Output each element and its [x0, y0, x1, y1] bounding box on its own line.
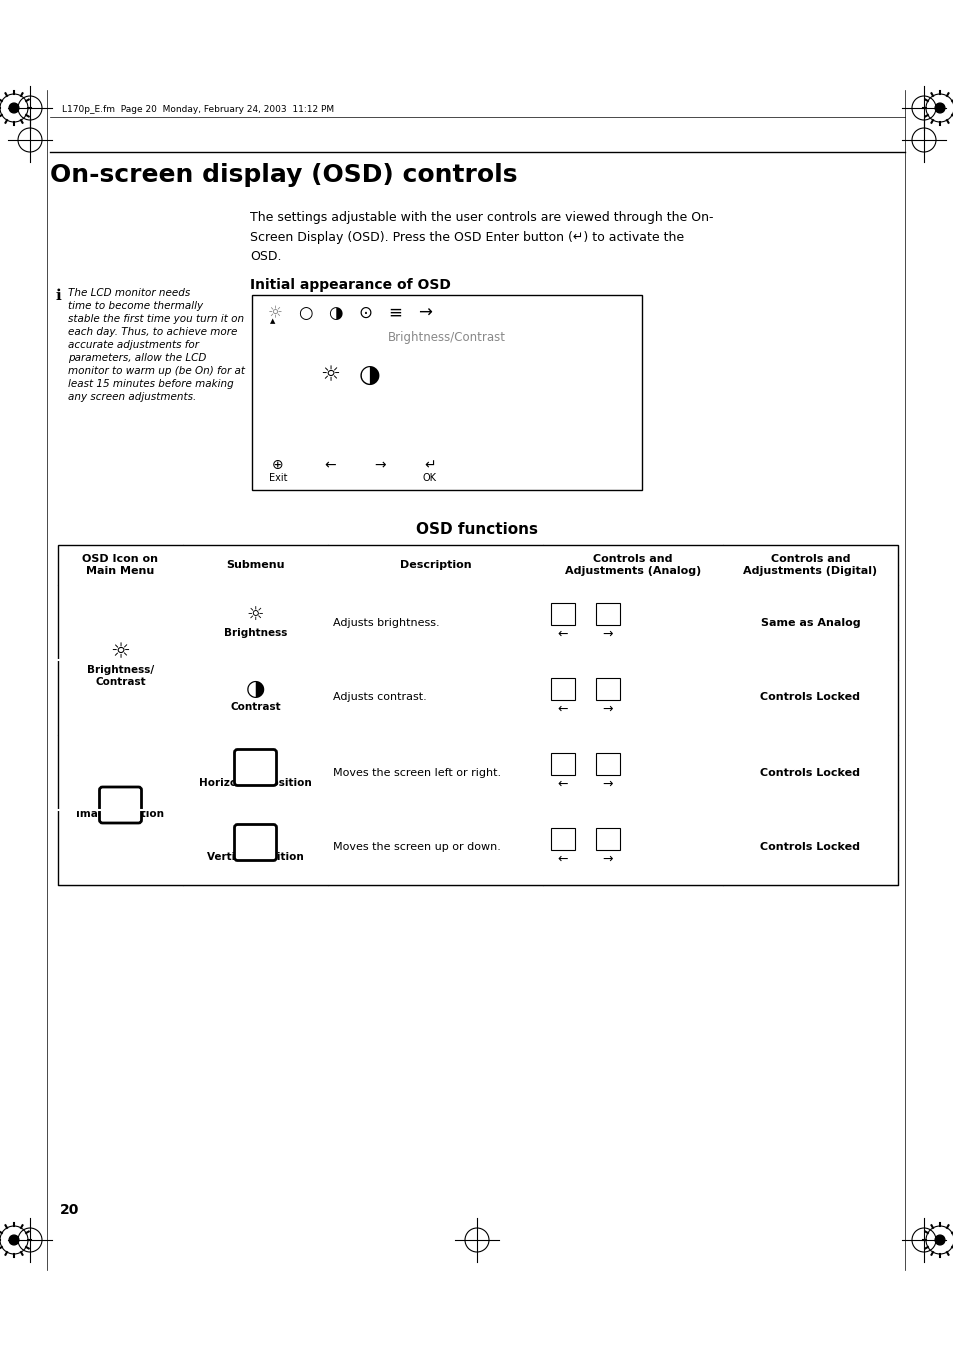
Text: Moves the screen up or down.: Moves the screen up or down.: [333, 843, 500, 852]
Text: ☼: ☼: [267, 304, 282, 322]
Bar: [596, 753, 619, 774]
Text: →: →: [374, 458, 385, 471]
Circle shape: [10, 103, 19, 113]
Text: Adjusts contrast.: Adjusts contrast.: [333, 693, 426, 703]
FancyBboxPatch shape: [234, 750, 276, 785]
Text: any screen adjustments.: any screen adjustments.: [68, 392, 196, 403]
Text: OK: OK: [422, 473, 436, 484]
Text: parameters, allow the LCD: parameters, allow the LCD: [68, 353, 206, 363]
Text: ☼: ☼: [602, 608, 613, 619]
Text: least 15 minutes before making: least 15 minutes before making: [68, 380, 233, 389]
Text: Exit: Exit: [269, 473, 287, 484]
Text: ◑: ◑: [602, 684, 612, 693]
Text: Vertical Position: Vertical Position: [207, 852, 304, 862]
Text: Moves the screen left or right.: Moves the screen left or right.: [333, 767, 500, 777]
Text: Initial appearance of OSD: Initial appearance of OSD: [250, 278, 451, 292]
Text: Brightness/: Brightness/: [87, 665, 153, 676]
FancyBboxPatch shape: [234, 824, 276, 861]
Text: ○: ○: [297, 304, 312, 322]
Text: ◑: ◑: [328, 304, 342, 322]
Text: Brightness: Brightness: [224, 627, 287, 638]
Text: 20: 20: [60, 1202, 79, 1217]
Text: Controls Locked: Controls Locked: [760, 693, 860, 703]
Text: ☼: ☼: [247, 605, 264, 624]
Bar: [252, 295, 641, 490]
Text: ←: ←: [324, 458, 335, 471]
Text: Adjusts brightness.: Adjusts brightness.: [333, 617, 439, 627]
Text: ←: ←: [558, 852, 568, 866]
Text: Same as Analog: Same as Analog: [760, 617, 860, 627]
Text: On-screen display (OSD) controls: On-screen display (OSD) controls: [50, 163, 517, 186]
Text: OSD functions: OSD functions: [416, 523, 537, 538]
Text: The LCD monitor needs: The LCD monitor needs: [68, 288, 190, 299]
Text: OSD.: OSD.: [250, 250, 281, 262]
Text: →: →: [602, 703, 613, 716]
Text: ℹ: ℹ: [55, 288, 61, 303]
Text: →: →: [602, 852, 613, 866]
Text: OSD Icon on
Main Menu: OSD Icon on Main Menu: [82, 554, 158, 576]
Text: L170p_E.fm  Page 20  Monday, February 24, 2003  11:12 PM: L170p_E.fm Page 20 Monday, February 24, …: [62, 105, 334, 115]
Text: →: →: [417, 304, 432, 322]
Text: Horizontal Position: Horizontal Position: [199, 777, 312, 788]
Text: →: →: [602, 778, 613, 790]
Circle shape: [934, 103, 943, 113]
Text: ▲: ▲: [270, 317, 275, 324]
Text: Contrast: Contrast: [95, 677, 146, 688]
Text: ⊕: ⊕: [272, 458, 283, 471]
Bar: [596, 828, 619, 850]
Text: each day. Thus, to achieve more: each day. Thus, to achieve more: [68, 327, 237, 336]
Bar: [596, 603, 619, 624]
Text: ⊙: ⊙: [357, 304, 372, 322]
Text: ◑: ◑: [558, 684, 567, 693]
Text: ←: ←: [558, 778, 568, 790]
Text: Controls and
Adjustments (Analog): Controls and Adjustments (Analog): [564, 554, 700, 576]
Bar: [551, 753, 575, 774]
Bar: [58, 544, 897, 885]
Bar: [551, 828, 575, 850]
Text: Brightness/Contrast: Brightness/Contrast: [388, 331, 505, 343]
Text: Controls Locked: Controls Locked: [760, 843, 860, 852]
Text: stable the first time you turn it on: stable the first time you turn it on: [68, 313, 244, 324]
Bar: [596, 677, 619, 700]
Text: ☼: ☼: [558, 608, 567, 619]
Circle shape: [10, 1235, 19, 1244]
Text: Description: Description: [399, 561, 471, 570]
Text: ◑: ◑: [246, 680, 265, 700]
Bar: [551, 603, 575, 624]
Text: Image Position: Image Position: [76, 809, 164, 819]
Text: ☼: ☼: [111, 642, 131, 662]
Text: ↵: ↵: [424, 458, 436, 471]
Text: Controls Locked: Controls Locked: [760, 767, 860, 777]
Bar: [551, 677, 575, 700]
Text: Contrast: Contrast: [230, 703, 280, 712]
Text: AZ: AZ: [556, 759, 569, 767]
Text: time to become thermally: time to become thermally: [68, 301, 203, 311]
Text: accurate adjustments for: accurate adjustments for: [68, 340, 199, 350]
Text: ≡: ≡: [388, 304, 401, 322]
Text: ←: ←: [558, 703, 568, 716]
Text: Submenu: Submenu: [226, 561, 284, 570]
Text: AZ: AZ: [600, 834, 614, 843]
Text: ⬜: ⬜: [112, 786, 129, 815]
Text: The settings adjustable with the user controls are viewed through the On-: The settings adjustable with the user co…: [250, 212, 713, 224]
Text: AZ: AZ: [600, 759, 614, 767]
Text: monitor to warm up (be On) for at: monitor to warm up (be On) for at: [68, 366, 245, 376]
Text: ←: ←: [558, 628, 568, 640]
Text: ☼: ☼: [319, 365, 339, 385]
Text: AZ: AZ: [556, 834, 569, 843]
Text: ◑: ◑: [358, 363, 380, 386]
Text: Screen Display (OSD). Press the OSD Enter button (↵) to activate the: Screen Display (OSD). Press the OSD Ente…: [250, 231, 683, 243]
FancyBboxPatch shape: [99, 788, 141, 823]
Text: Controls and
Adjustments (Digital): Controls and Adjustments (Digital): [742, 554, 877, 576]
Circle shape: [934, 1235, 943, 1244]
Text: →: →: [602, 628, 613, 640]
